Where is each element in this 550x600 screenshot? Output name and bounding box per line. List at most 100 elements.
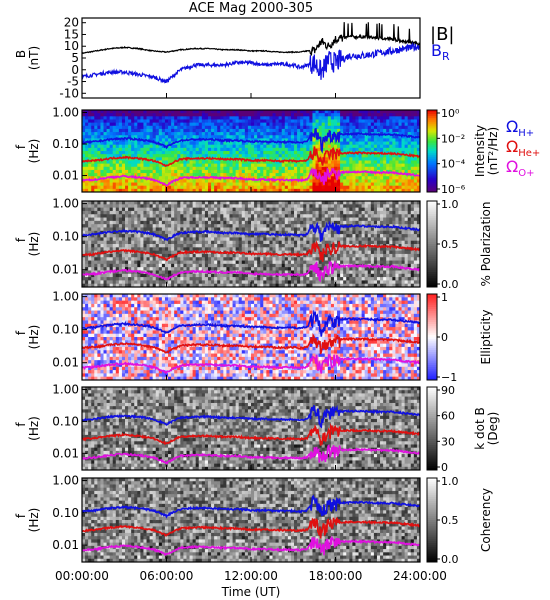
spectrogram-cell xyxy=(380,169,384,174)
spectrogram-cell xyxy=(189,185,194,190)
spectrogram-cell xyxy=(383,141,387,146)
spectrogram-cell xyxy=(97,176,101,180)
spectrogram-cell xyxy=(195,227,200,232)
colorbar-segment xyxy=(427,142,437,146)
spectrogram-cell xyxy=(318,217,323,222)
spectrogram-cell xyxy=(207,141,212,146)
spectrogram-cell xyxy=(146,283,150,288)
spectrogram-cell xyxy=(315,283,319,288)
spectrogram-cell xyxy=(306,220,310,225)
spectrogram-cell xyxy=(407,176,412,180)
colorbar-unit: (nT²/Hz) xyxy=(486,127,500,175)
spectrogram-cell xyxy=(198,283,203,288)
spectrogram-cell xyxy=(361,147,366,152)
spectrogram-cell xyxy=(112,147,117,152)
spectrogram-cell xyxy=(281,182,286,187)
spectrogram-cell xyxy=(260,188,264,193)
spectrogram-cell xyxy=(315,237,319,242)
spectrogram-cell xyxy=(244,227,249,232)
spectrogram-cell xyxy=(241,179,246,183)
spectrogram-cell xyxy=(131,179,135,183)
spectrogram-cell xyxy=(309,253,313,258)
spectrogram-cell xyxy=(125,154,129,158)
spectrogram-cell xyxy=(137,113,141,117)
spectrogram-cell xyxy=(198,240,203,245)
spectrogram-cell xyxy=(318,201,323,205)
spectrogram-cell xyxy=(152,283,157,288)
gyrofrequency-line xyxy=(81,146,421,168)
spectrogram-cell xyxy=(244,224,249,228)
spectrogram-cell xyxy=(189,217,194,222)
spectrogram-cell xyxy=(140,240,144,245)
spectrogram-cell xyxy=(103,122,107,127)
spectrogram-cell xyxy=(186,253,190,258)
spectrogram-cell xyxy=(389,160,393,165)
spectrogram-cell xyxy=(367,166,372,171)
spectrogram-cell xyxy=(226,227,230,232)
spectrogram-cell xyxy=(164,240,169,245)
spectrogram-cell xyxy=(174,253,178,258)
spectrogram-cell xyxy=(164,179,169,183)
spectrogram-cell xyxy=(284,250,289,255)
spectrogram-cell xyxy=(143,188,147,193)
spectrogram-cell xyxy=(278,207,283,212)
spectrogram-cell xyxy=(128,128,132,133)
spectrogram-cell xyxy=(395,147,399,152)
spectrogram-cell xyxy=(180,207,184,212)
spectrogram-cell xyxy=(407,185,412,190)
spectrogram-cell xyxy=(361,179,366,183)
spectrogram-cell xyxy=(118,204,123,209)
spectrogram-cell xyxy=(284,201,289,205)
spectrogram-cell xyxy=(343,160,347,165)
spectrogram-cell xyxy=(370,176,375,180)
colorbar-segment xyxy=(427,132,437,135)
spectrogram-cell xyxy=(303,154,307,158)
spectrogram-cell xyxy=(149,160,154,165)
spectrogram-cell xyxy=(149,217,154,222)
spectrogram-cell xyxy=(85,132,89,136)
spectrogram-cell xyxy=(128,176,132,180)
spectrogram-cell xyxy=(128,135,132,139)
spectrogram-cell xyxy=(174,280,178,285)
spectrogram-cell xyxy=(260,182,264,187)
spectrogram-cell xyxy=(275,163,280,168)
spectrogram-cell xyxy=(257,217,261,222)
spectrogram-cell xyxy=(161,173,166,177)
spectrogram-cell xyxy=(321,220,326,225)
spectrogram-cell xyxy=(226,122,230,127)
spectrogram-cell xyxy=(103,273,107,278)
spectrogram-cell xyxy=(128,244,132,248)
spectrogram-cell xyxy=(281,185,286,190)
spectrogram-cell xyxy=(198,201,203,205)
spectrogram-cell xyxy=(85,210,89,215)
spectrogram-cell xyxy=(346,125,350,130)
spectrogram-cell xyxy=(251,179,255,183)
spectrogram-cell xyxy=(275,267,280,271)
y-tick-label: -10 xyxy=(59,86,79,100)
spectrogram-cell xyxy=(254,227,258,232)
spectrogram-cell xyxy=(134,166,138,171)
spectrogram-cell xyxy=(174,119,178,124)
spectrogram-cell xyxy=(303,135,307,139)
spectrogram-cell xyxy=(109,147,114,152)
spectrogram-cell xyxy=(370,182,375,187)
spectrogram-cell xyxy=(272,125,276,130)
spectrogram-cell xyxy=(211,220,215,225)
spectrogram-cell xyxy=(254,280,258,285)
spectrogram-cell xyxy=(91,214,95,218)
spectrogram-cell xyxy=(303,217,307,222)
spectrogram-cell xyxy=(275,207,280,212)
spectrogram-cell xyxy=(392,166,396,171)
spectrogram-cell xyxy=(373,157,378,161)
spectrogram-cell xyxy=(217,185,221,190)
spectrogram-cell xyxy=(198,234,203,238)
spectrogram-cell xyxy=(131,151,135,155)
spectrogram-cell xyxy=(352,144,356,149)
spectrogram-cell xyxy=(109,277,114,281)
spectrogram-cell xyxy=(183,163,187,168)
spectrogram-cell xyxy=(149,244,154,248)
spectrogram-cell xyxy=(97,185,101,190)
spectrogram-cell xyxy=(238,204,243,209)
spectrogram-cell xyxy=(257,110,261,114)
